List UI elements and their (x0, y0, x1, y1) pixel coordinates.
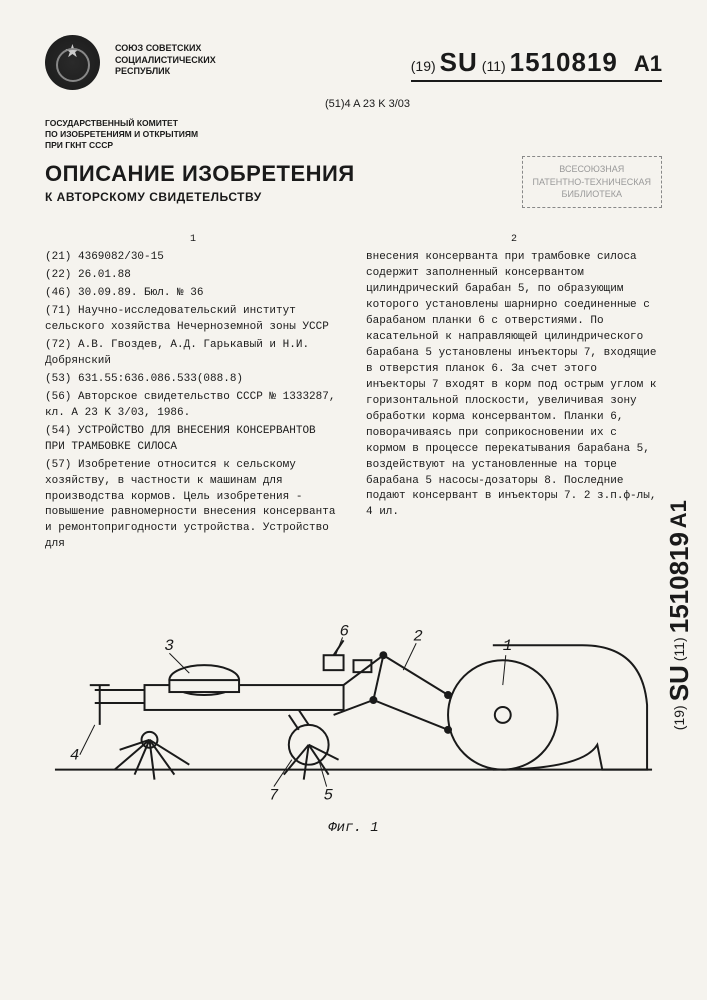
side-mid: (11) (671, 637, 687, 661)
document-number: (19) SU (11) 1510819 A1 (411, 47, 662, 82)
side-suffix: A1 (666, 500, 692, 528)
subtitle: К АВТОРСКОМУ СВИДЕТЕЛЬСТВУ (45, 190, 355, 204)
col1-line: (21) 4369082/30-15 (45, 250, 341, 266)
column-2: 2 внесения консерванта при трамбовке сил… (366, 233, 662, 555)
main-title: ОПИСАНИЕ ИЗОБРЕТЕНИЯ (45, 161, 355, 187)
stamp-line: ПАТЕНТНО-ТЕХНИЧЕСКАЯ (533, 176, 651, 189)
col1-line: (22) 26.01.88 (45, 268, 341, 284)
col1-line: (57) Изобретение относится к сельскому х… (45, 458, 341, 554)
side-number: 1510819 (664, 532, 695, 633)
col1-line: (54) УСТРОЙСТВО ДЛЯ ВНЕСЕНИЯ КОНСЕРВАНТО… (45, 424, 341, 456)
doc-mid: (11) (482, 58, 506, 74)
column-1: 1 (21) 4369082/30-15 (22) 26.01.88 (46) 30… (45, 233, 341, 555)
col1-content: (21) 4369082/30-15 (22) 26.01.88 (46) 30.0… (45, 250, 341, 553)
stamp-line: ВСЕСОЮЗНАЯ (533, 163, 651, 176)
col1-line: (46) 30.09.89. Бюл. № 36 (45, 286, 341, 302)
col-number: 1 (45, 233, 341, 248)
committee-text: ГОСУДАРСТВЕННЫЙ КОМИТЕТ ПО ИЗОБРЕТЕНИЯМ … (45, 118, 662, 151)
ussr-emblem-icon (45, 35, 100, 90)
fig-label: 5 (324, 787, 334, 805)
title-block: ОПИСАНИЕ ИЗОБРЕТЕНИЯ К АВТОРСКОМУ СВИДЕТ… (45, 161, 355, 204)
library-stamp: ВСЕСОЮЗНАЯ ПАТЕНТНО-ТЕХНИЧЕСКАЯ БИБЛИОТЕ… (522, 156, 662, 208)
classification-code: A 23 K 3/03 (353, 98, 410, 110)
col1-line: (56) Авторское свидетельство СССР № 1333… (45, 390, 341, 422)
doc-prefix: (19) (411, 58, 436, 74)
fig-label: 1 (503, 638, 513, 656)
fig-label: 4 (70, 747, 80, 765)
fig-label: 2 (413, 628, 423, 646)
fig-label: 7 (269, 787, 279, 805)
stamp-line: БИБЛИОТЕКА (533, 188, 651, 201)
classification-prefix: (51)4 (325, 98, 351, 110)
col1-line: (72) А.В. Гвоздев, А.Д. Гарькавый и Н.И.… (45, 338, 341, 370)
side-country: SU (664, 665, 695, 701)
figure-area: 1 2 3 4 5 6 7 (45, 585, 662, 815)
title-row: ОПИСАНИЕ ИЗОБРЕТЕНИЯ К АВТОРСКОМУ СВИДЕТ… (45, 161, 662, 208)
col1-line: (71) Научно-исследовательский институт с… (45, 304, 341, 336)
doc-suffix: A1 (634, 51, 662, 77)
technical-drawing: 1 2 3 4 5 6 7 (45, 585, 662, 815)
fig-label: 6 (340, 623, 350, 641)
header-row: СОЮЗ СОВЕТСКИХ СОЦИАЛИСТИЧЕСКИХ РЕСПУБЛИ… (45, 35, 662, 90)
text-columns: 1 (21) 4369082/30-15 (22) 26.01.88 (46) 30… (45, 233, 662, 555)
doc-country: SU (440, 47, 478, 78)
side-document-number: (19) SU (11) 1510819 A1 (664, 500, 695, 730)
union-text: СОЮЗ СОВЕТСКИХ СОЦИАЛИСТИЧЕСКИХ РЕСПУБЛИ… (115, 35, 396, 78)
figure-caption: Фиг. 1 (45, 820, 662, 836)
fig-label: 3 (164, 638, 174, 656)
doc-num: 1510819 (510, 47, 618, 78)
classification: (51)4 A 23 K 3/03 (325, 98, 662, 110)
col1-line: (53) 631.55:636.086.533(088.8) (45, 372, 341, 388)
side-prefix: (19) (671, 705, 687, 730)
col-number: 2 (366, 233, 662, 248)
col2-text: внесения консерванта при трамбовке силос… (366, 250, 662, 521)
